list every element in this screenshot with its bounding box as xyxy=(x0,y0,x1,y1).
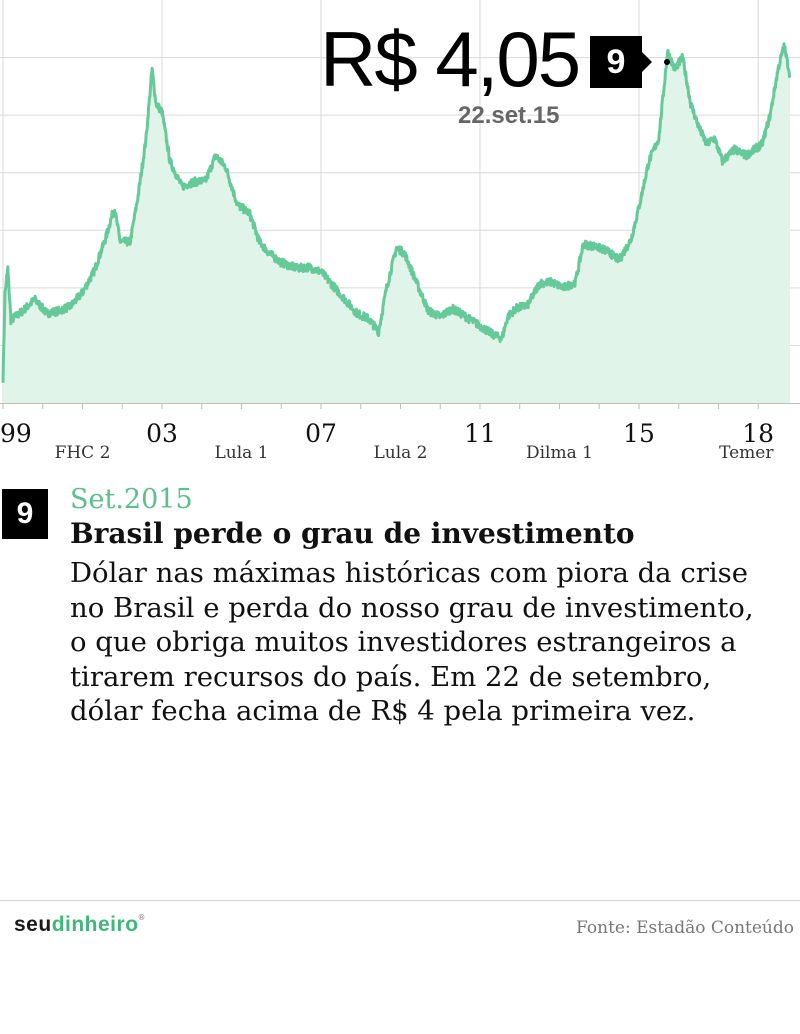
x-tick-label: 03 xyxy=(146,419,178,448)
x-tick-labels: 99 03 07 11 15 18 xyxy=(0,419,774,448)
footer-divider xyxy=(0,900,800,901)
source-credit: Fonte: Estadão Conteúdo xyxy=(576,918,794,938)
callout-marker: 9 xyxy=(590,36,652,88)
callout-point xyxy=(664,59,670,65)
event-description-line: dólar fecha acima de R$ 4 pela primeira … xyxy=(70,695,696,727)
event-number-badge: 9 xyxy=(2,489,48,539)
event-description: Dólar nas máximas históricas com piora d… xyxy=(70,556,800,729)
x-tick-label: 15 xyxy=(623,419,655,448)
period-label: FHC 2 xyxy=(55,443,111,463)
x-axis xyxy=(0,403,800,409)
period-label: Dilma 1 xyxy=(526,443,593,463)
price-line xyxy=(1,42,792,383)
x-tick-label: 99 xyxy=(0,419,32,448)
event-title: Brasil perde o grau de investimento xyxy=(70,517,635,550)
period-label: Temer xyxy=(719,443,774,463)
event-description-line: o que obriga muitos investidores estrang… xyxy=(70,626,737,658)
event-description-line: tirarem recursos do país. Em 22 de setem… xyxy=(70,660,712,693)
event-description-line: Dólar nas máximas históricas com piora d… xyxy=(70,557,749,589)
period-label: Lula 1 xyxy=(214,443,268,463)
event-description-line: no Brasil e perda do nosso grau de inves… xyxy=(70,591,754,624)
x-tick-label: 18 xyxy=(742,419,774,448)
dollar-exchange-chart: 99 03 07 11 15 18 FHC 2 Lula 1 Lula 2 Dilma 1 Tem… xyxy=(0,0,800,463)
callout-marker-number: 9 xyxy=(606,43,626,81)
callout-value: R$ 4,05 xyxy=(320,15,581,103)
event-date: Set.2015 xyxy=(70,484,193,515)
callout-date: 22.set.15 xyxy=(458,102,560,129)
x-tick-label: 11 xyxy=(464,419,496,448)
brand-logo: seudinheiro® xyxy=(14,913,145,936)
period-labels: FHC 2 Lula 1 Lula 2 Dilma 1 Temer xyxy=(55,443,775,463)
x-tick-label: 07 xyxy=(305,419,337,448)
period-label: Lula 2 xyxy=(373,443,427,463)
price-area xyxy=(3,43,790,404)
